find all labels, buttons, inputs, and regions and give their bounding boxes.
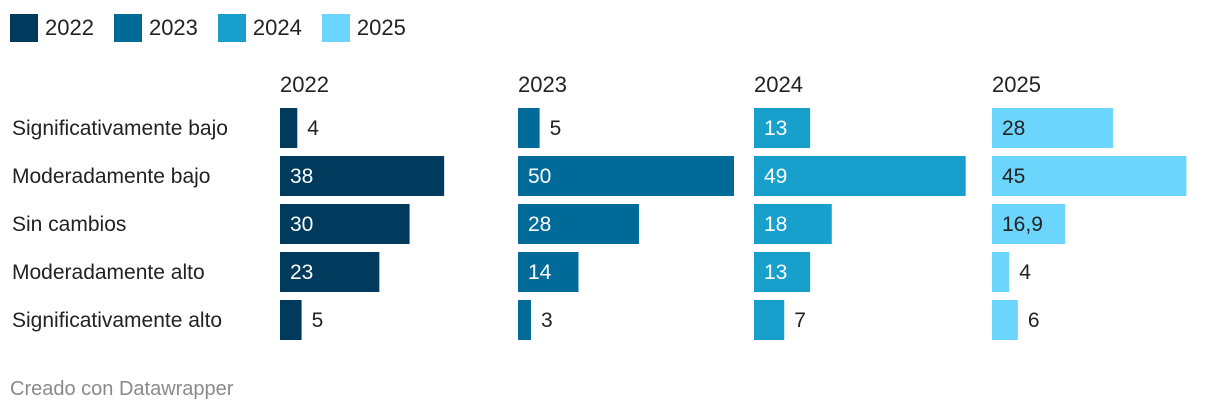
data-label: 23 [290,261,313,284]
bar [992,300,1018,340]
legend-item-2022: 2022 [10,14,94,42]
data-label: 28 [528,213,551,236]
data-label: 3 [541,309,553,332]
legend-swatch-2023 [113,14,142,42]
data-label: 16,9 [1002,213,1043,236]
data-label: 30 [290,213,313,236]
data-label: 4 [307,117,319,140]
data-label: 5 [550,117,562,140]
legend-swatch-2024 [217,14,246,42]
bar [992,252,1010,292]
bar [754,108,811,148]
category-label: Significativamente bajo [12,117,228,140]
panel-header: 2024 [754,72,803,97]
category-label: Moderadamente alto [12,261,205,284]
bar [280,300,302,340]
panel-header: 2023 [518,72,567,97]
legend-item-2025: 2025 [321,14,406,42]
legend: 2022 2023 2024 2025 [10,12,426,44]
bar [754,156,966,196]
data-label: 50 [528,165,551,188]
bar [280,108,298,148]
data-label: 28 [1002,117,1025,140]
bar [992,204,1066,244]
data-label: 38 [290,165,313,188]
legend-label-2023: 2023 [148,15,198,40]
data-label: 14 [528,261,552,284]
data-label: 6 [1028,309,1040,332]
bar [518,300,531,340]
category-label: Significativamente alto [12,309,222,332]
legend-label-2022: 2022 [45,15,94,40]
legend-label-2025: 2025 [356,15,406,40]
bar [518,108,540,148]
category-label: Moderadamente bajo [12,165,210,188]
legend-item-2024: 2024 [217,14,302,42]
bar [280,156,445,196]
legend-swatch-2022 [10,14,38,42]
data-label: 18 [764,213,787,236]
bar [754,300,785,340]
category-label: Sin cambios [12,213,126,236]
legend-label-2024: 2024 [252,15,302,40]
data-label: 4 [1019,261,1031,284]
legend-item-2023: 2023 [113,14,198,42]
credit-footer: Creado con Datawrapper [10,378,234,400]
bar [992,108,1113,148]
bar [754,204,832,244]
bar-chart: Significativamente bajo Moderadamente baj… [12,72,1187,340]
data-label: 13 [764,117,787,140]
data-label: 5 [312,309,324,332]
data-label: 13 [764,261,787,284]
data-label: 7 [794,309,806,332]
bar [518,156,734,196]
bar [280,252,380,292]
bar [992,156,1187,196]
data-label: 45 [1002,165,1025,188]
bar [518,204,639,244]
bar [280,204,410,244]
bar [754,252,811,292]
data-label: 49 [764,165,787,188]
legend-swatch-2025 [321,14,350,42]
bar [518,252,579,292]
panel-header: 2025 [992,72,1041,97]
panel-header: 2022 [280,72,329,97]
